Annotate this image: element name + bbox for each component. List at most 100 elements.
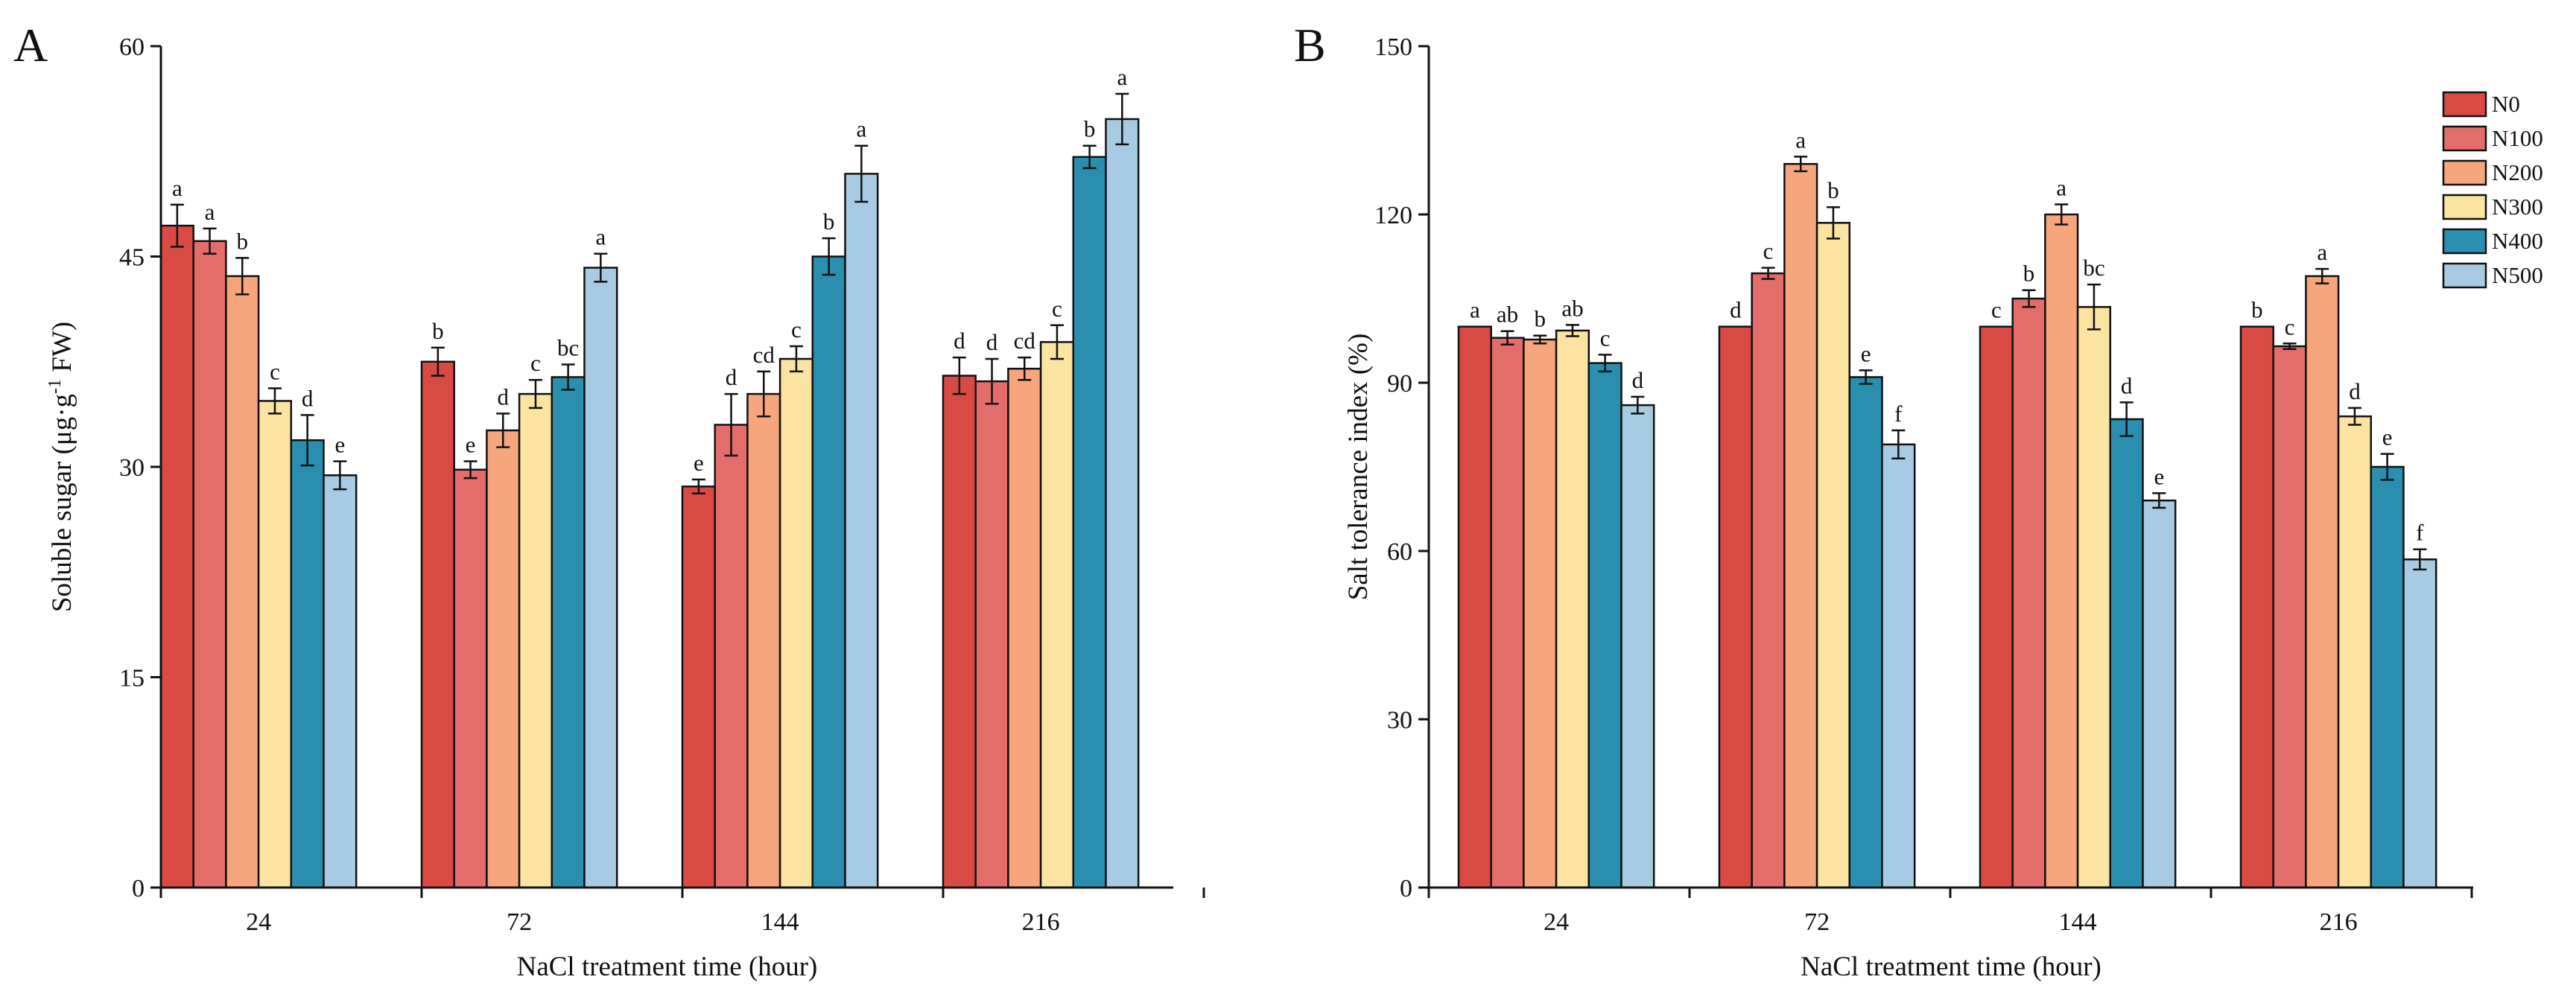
legend-swatch-n200 [2442, 159, 2487, 186]
legend-label-n500: N500 [2492, 262, 2543, 288]
significance-label: cd [753, 342, 775, 368]
significance-label: b [237, 228, 249, 254]
bar-n400-144 [811, 255, 846, 889]
panel-letter: B [1294, 19, 1326, 71]
significance-label: b [432, 318, 444, 344]
significance-label: a [595, 224, 606, 250]
significance-label: c [1763, 238, 1774, 264]
bar-n0-24 [1457, 325, 1492, 889]
legend-label-n100: N100 [2492, 125, 2543, 151]
bar-n0-216 [942, 375, 977, 889]
x-tick-label: 144 [2059, 908, 2097, 936]
bar-n0-72 [1718, 325, 1753, 889]
y-tick-label: 150 [1374, 34, 1412, 61]
bar-n100-216 [2272, 345, 2307, 889]
bar-n200-72 [1783, 162, 1818, 889]
y-tick-label: 120 [1374, 202, 1412, 229]
significance-label: f [2416, 520, 2424, 546]
bar-n200-24 [225, 275, 260, 889]
significance-label: b [2251, 297, 2263, 323]
significance-label: c [1991, 297, 2002, 323]
significance-label: a [2317, 239, 2327, 265]
legend-label-n200: N200 [2492, 159, 2543, 185]
legend-swatch-n100 [2442, 125, 2487, 152]
bar-n500-144 [2142, 499, 2177, 889]
significance-label: c [1052, 296, 1062, 322]
significance-label: b [1535, 306, 1546, 332]
significance-label: d [1632, 367, 1644, 393]
significance-label: ab [1497, 302, 1518, 328]
bar-n300-72 [1815, 222, 1851, 889]
significance-label: a [1795, 127, 1806, 153]
panel-letter: A [13, 19, 48, 71]
y-tick-label: 0 [1400, 875, 1412, 902]
significance-label: f [1894, 401, 1903, 427]
significance-label: c [1600, 325, 1611, 351]
significance-label: a [856, 116, 866, 142]
bar-n0-216 [2239, 325, 2274, 889]
significance-label: a [205, 199, 215, 225]
significance-label: e [694, 450, 704, 476]
bar-n300-144 [2076, 306, 2112, 889]
significance-label: e [2382, 424, 2393, 450]
y-tick-label: 60 [119, 34, 145, 61]
bar-n0-24 [159, 224, 194, 889]
x-tick-label: 24 [246, 908, 271, 936]
significance-label: a [2056, 174, 2066, 200]
bar-n200-24 [1523, 338, 1558, 889]
legend-swatch-n0 [2442, 91, 2487, 118]
y-axis-title-unit: FW) [47, 322, 77, 379]
x-axis-title: NaCl treatment time (hour) [517, 952, 818, 982]
bar-n400-216 [1072, 156, 1107, 889]
bar-n300-216 [1039, 341, 1075, 889]
significance-label: d [302, 385, 314, 411]
bar-n400-216 [2370, 465, 2405, 889]
significance-label: b [823, 208, 835, 235]
bar-n500-216 [2402, 558, 2437, 889]
bar-n0-144 [1979, 325, 2014, 889]
x-tick-label: 144 [761, 908, 799, 936]
y-axis-title-main: Soluble sugar (μg·g [47, 394, 77, 612]
significance-label: d [498, 383, 510, 410]
significance-label: d [2349, 378, 2361, 404]
bar-n300-24 [257, 400, 293, 889]
significance-label: e [466, 431, 476, 457]
x-tick-label: 72 [507, 908, 532, 936]
significance-label: d [986, 329, 998, 355]
significance-label: c [791, 316, 802, 343]
significance-label: bc [2083, 255, 2104, 281]
x-tick-label: 72 [1804, 908, 1830, 936]
y-tick-label: 90 [1387, 370, 1412, 398]
x-tick-label: 216 [1022, 908, 1060, 936]
significance-label: e [334, 431, 345, 457]
bar-n400-24 [290, 439, 325, 889]
significance-label: a [1470, 297, 1480, 323]
legend-label-n400: N400 [2492, 228, 2543, 254]
significance-label: cd [1014, 328, 1036, 354]
bar-n200-72 [486, 429, 521, 889]
y-axis-title: Soluble sugar (μg·g-1 FW) [45, 322, 77, 612]
significance-label: c [2285, 313, 2295, 340]
significance-label: c [270, 359, 280, 385]
x-tick-label: 24 [1544, 908, 1569, 936]
bar-n400-24 [1587, 362, 1622, 889]
bar-n200-216 [1007, 367, 1042, 889]
bar-n0-72 [420, 360, 455, 889]
significance-label: d [1730, 297, 1742, 323]
y-axis-title: Salt tolerance index (%) [1343, 334, 1374, 601]
y-tick-label: 30 [119, 454, 145, 482]
significance-label: c [530, 350, 541, 376]
bar-n300-144 [778, 357, 814, 889]
bar-n300-216 [2337, 415, 2373, 889]
y-tick-label: 45 [119, 244, 145, 272]
legend: N0 N100 N200 N300 N400 N500 [2442, 91, 2543, 289]
bar-n200-144 [2044, 213, 2079, 889]
bar-n0-144 [681, 485, 716, 889]
legend-swatch-n500 [2442, 262, 2487, 289]
panel-b: Ba d c babcbcbaaaabbbcdcededfef030609012015… [1294, 19, 2543, 982]
legend-label-n0: N0 [2492, 91, 2520, 117]
bar-n100-144 [714, 424, 749, 889]
bar-n500-24 [1620, 404, 1655, 889]
